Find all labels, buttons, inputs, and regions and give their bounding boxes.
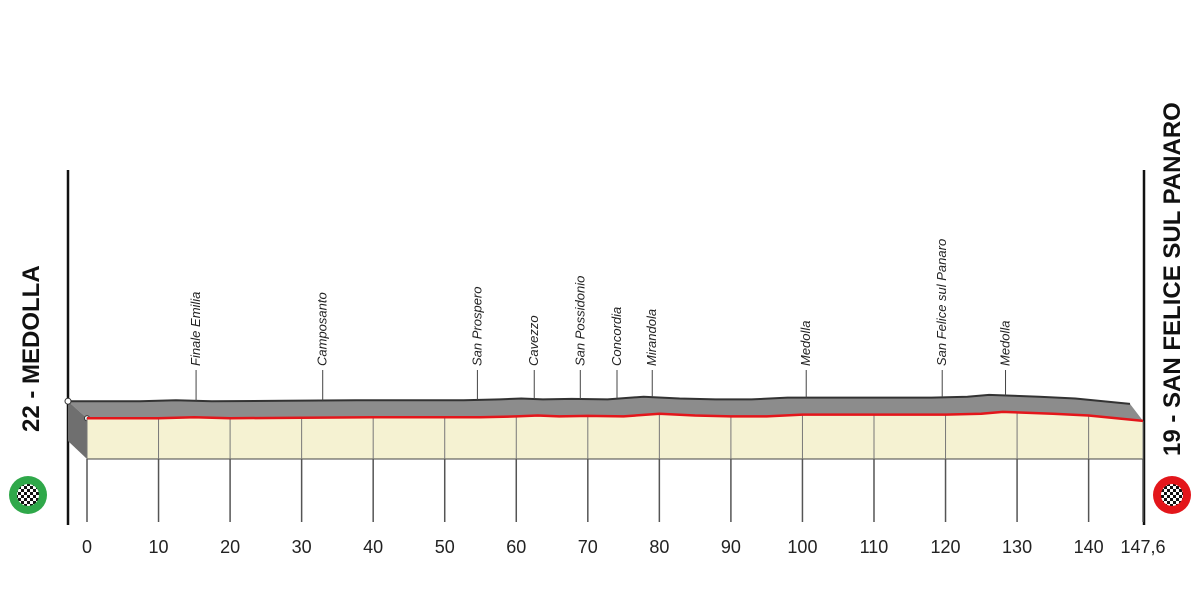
town-label: San Prospero (469, 287, 484, 367)
profile-line (87, 410, 1144, 423)
town-label: Cavezzo (526, 315, 541, 366)
finish-icon (1153, 476, 1191, 514)
x-tick-label: 90 (721, 537, 741, 557)
x-tick-label: 20 (220, 537, 240, 557)
x-tick-label: 130 (1002, 537, 1032, 557)
town-label: Medolla (998, 320, 1013, 366)
x-tick-label: 140 (1074, 537, 1104, 557)
x-tick-label: 60 (506, 537, 526, 557)
town-label: Finale Emilia (188, 292, 203, 366)
town-label: Medolla (798, 320, 813, 366)
town-label: San Possidonio (572, 276, 587, 366)
x-tick-label: 0 (82, 537, 92, 557)
x-tick-label: 110 (860, 537, 889, 557)
profile-side (68, 401, 87, 459)
x-tick-label: 10 (149, 537, 169, 557)
plot: 0 10 20 30 40 50 60 70 80 90 100 110 120 130 140 147,6 F… (64, 239, 1166, 557)
x-tick-label: 40 (363, 537, 383, 557)
x-tick-label: 80 (649, 537, 669, 557)
x-tick-label: 50 (435, 537, 455, 557)
start-icon (9, 476, 47, 514)
x-tick-label: 120 (931, 537, 961, 557)
town-label: Concordia (609, 307, 624, 366)
x-tick-label: 147,6 (1120, 537, 1165, 557)
start-label: 22 - MEDOLLA (18, 265, 45, 432)
x-tick-label: 30 (292, 537, 312, 557)
start-dot (64, 397, 72, 405)
town-label: Mirandola (644, 309, 659, 366)
profile-top-edge (68, 393, 1131, 405)
x-tick-label: 100 (787, 537, 817, 557)
town-label: San Felice sul Panaro (934, 239, 949, 366)
finish-label: 19 - SAN FELICE SUL PANARO (1159, 102, 1186, 456)
town-label: Camposanto (315, 292, 330, 366)
x-tick-label: 70 (578, 537, 598, 557)
